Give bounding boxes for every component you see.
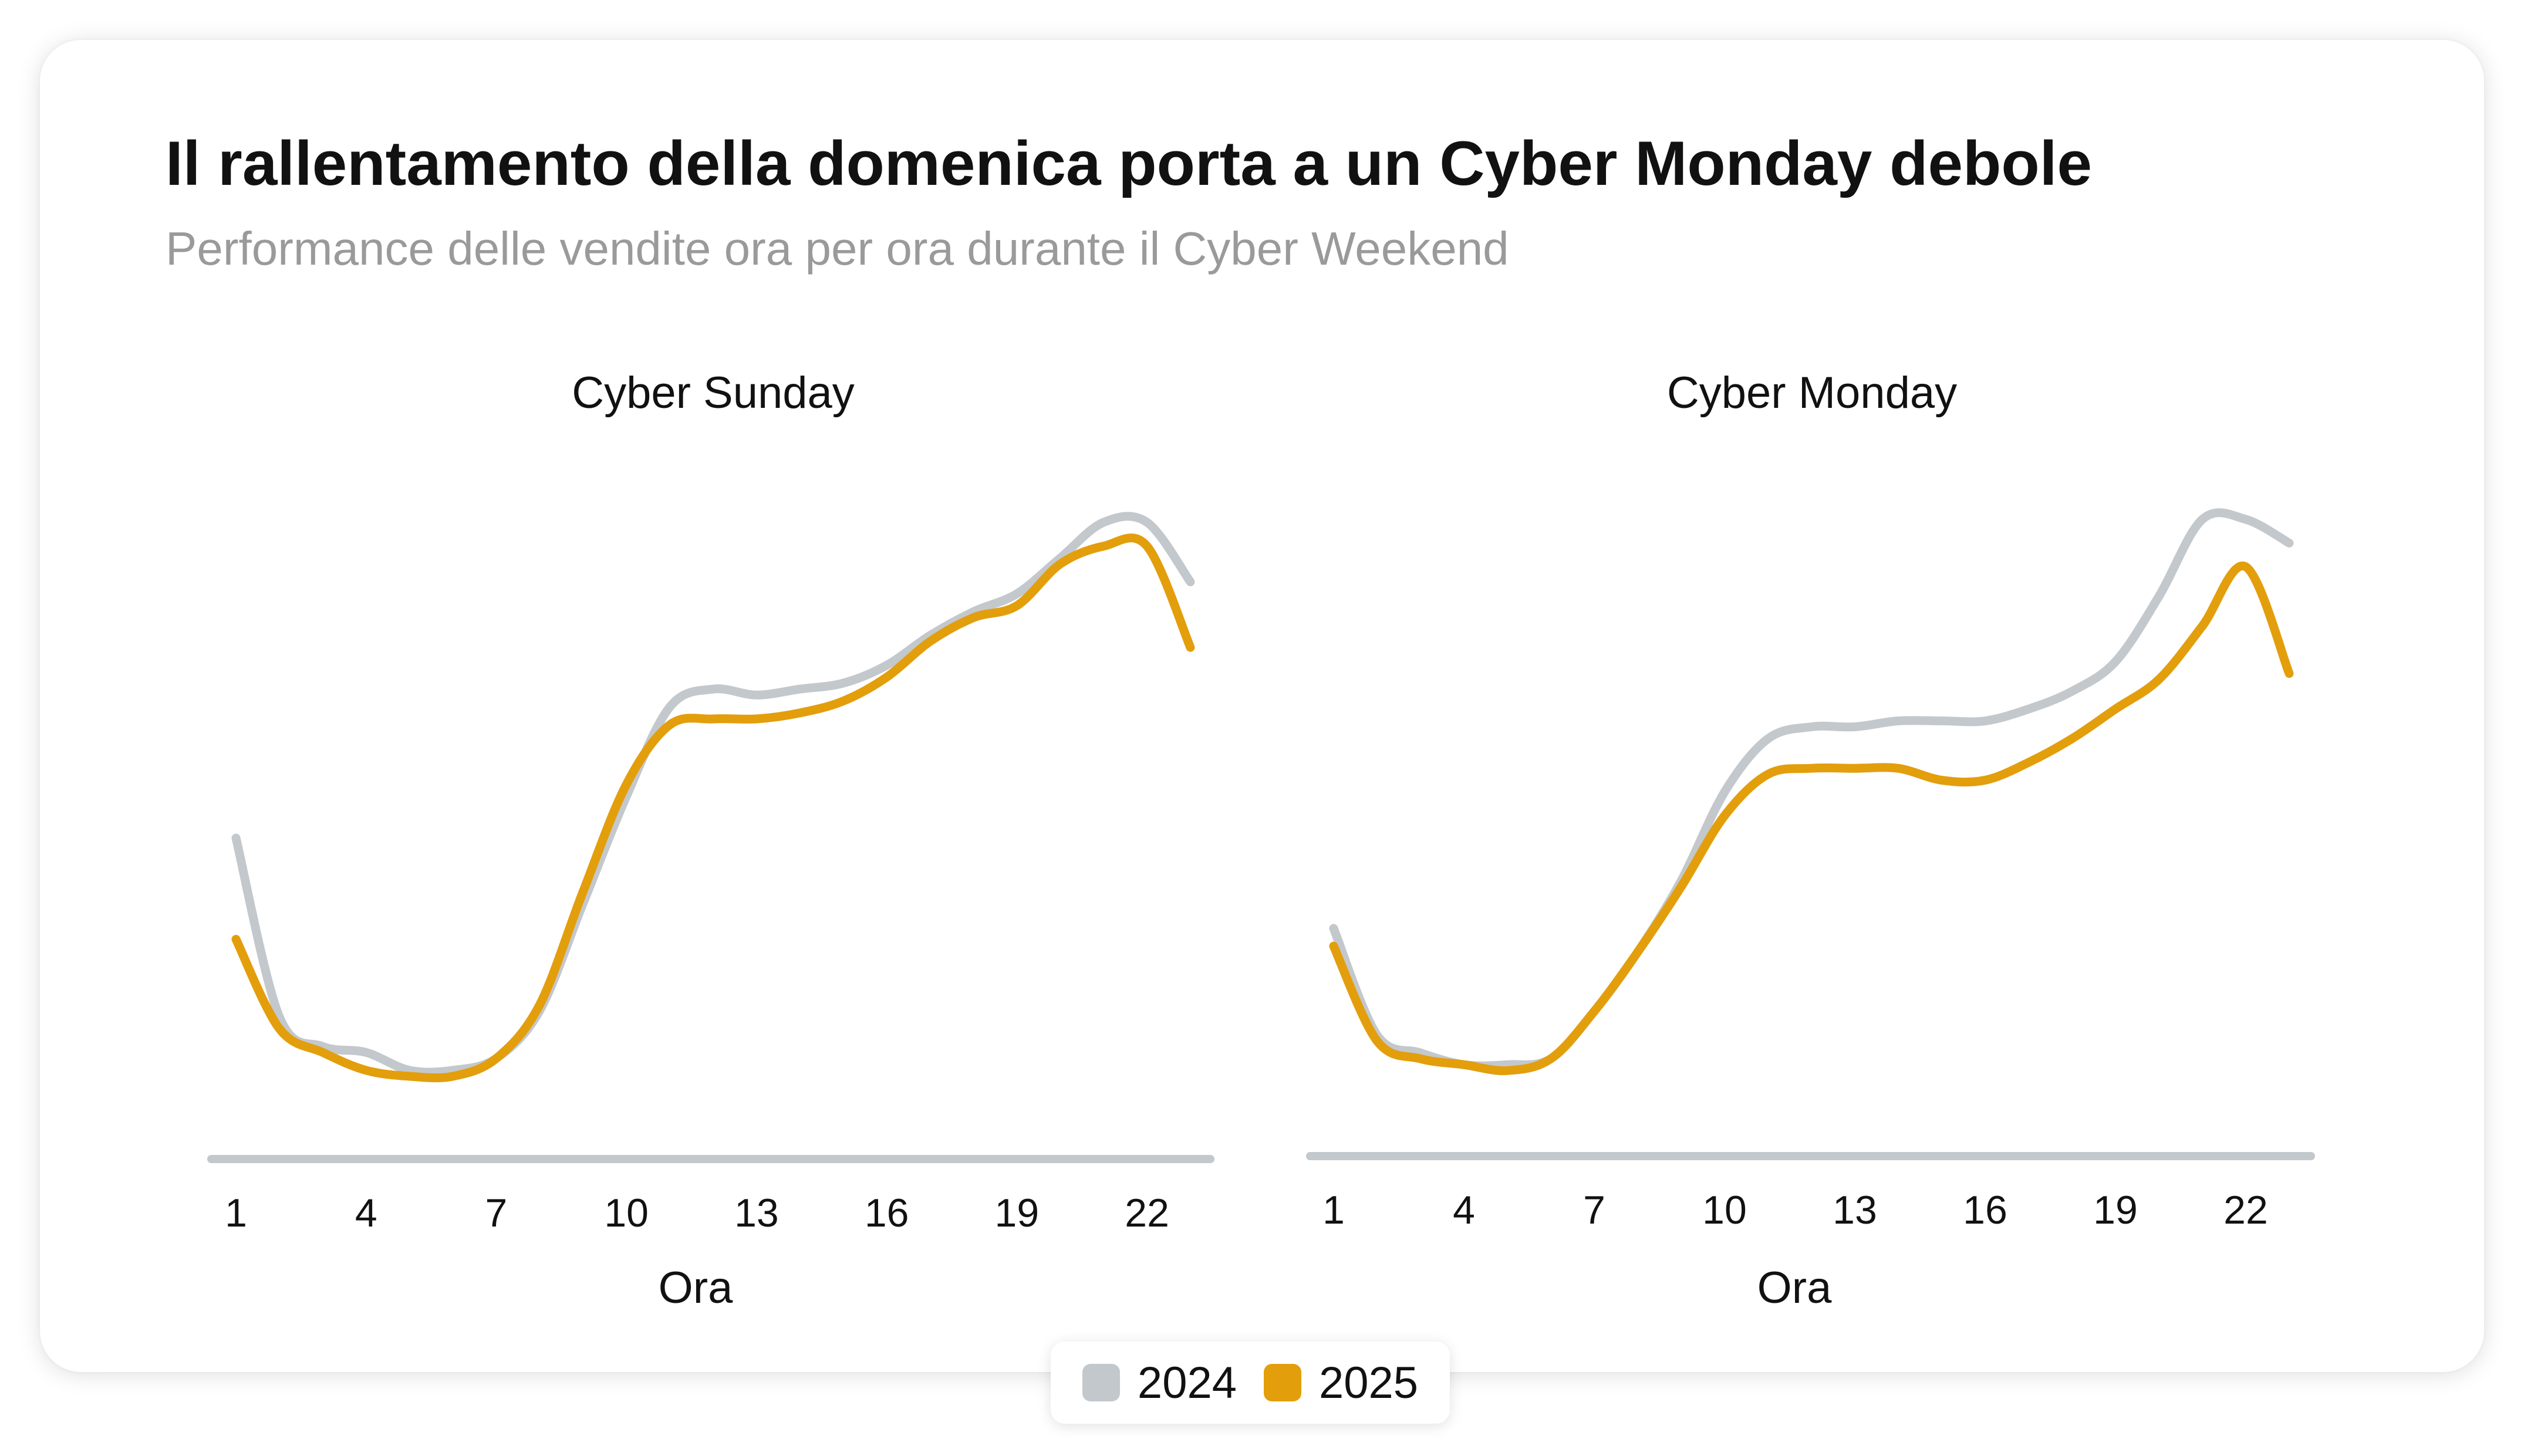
- x-tick-label: 22: [1125, 1191, 1169, 1235]
- chart-subtitle: Performance delle vendite ora per ora du…: [166, 222, 1509, 275]
- chart-panel-cyber-sunday: Cyber Sunday 1 4 7 10 13 16 19 22 Ora: [207, 368, 1214, 1313]
- x-tick-label: 7: [1583, 1188, 1605, 1232]
- series-line-2024-cyber-sunday: [231, 512, 1195, 1077]
- x-tick-label: 1: [1322, 1188, 1345, 1232]
- series-line-2025-cyber-monday: [1329, 562, 2294, 1076]
- chart-title: Il rallentamento della domenica porta a …: [166, 128, 2092, 198]
- x-tick-label: 10: [1702, 1188, 1747, 1232]
- x-tick-label: 22: [2223, 1188, 2268, 1232]
- x-tick-label: 13: [1833, 1188, 1877, 1232]
- x-tick-label: 16: [1963, 1188, 2007, 1232]
- legend-label-2025: 2025: [1319, 1357, 1419, 1408]
- x-tick-label: 4: [1453, 1188, 1475, 1232]
- x-tick-label: 19: [2093, 1188, 2138, 1232]
- x-tick-label: 7: [485, 1191, 508, 1235]
- series-line-2025-cyber-sunday: [231, 533, 1195, 1083]
- x-axis-title-cyber-monday: Ora: [1757, 1263, 1832, 1313]
- x-tick-label: 16: [865, 1191, 909, 1235]
- x-axis-title-cyber-sunday: Ora: [659, 1263, 733, 1313]
- chart-card: [40, 40, 2484, 1372]
- legend: 2024 2025: [1051, 1342, 1450, 1424]
- legend-item-2025: 2025: [1264, 1357, 1418, 1408]
- x-tick-label: 10: [604, 1191, 649, 1235]
- panel-title-cyber-sunday: Cyber Sunday: [572, 368, 855, 418]
- legend-swatch-2024: [1082, 1364, 1120, 1401]
- panel-title-cyber-monday: Cyber Monday: [1667, 368, 1957, 418]
- legend-swatch-2025: [1264, 1364, 1301, 1401]
- chart-panel-cyber-monday: Cyber Monday 1 4 7 10 13 16 19 22 Ora: [1306, 368, 2315, 1313]
- legend-item-2024: 2024: [1082, 1357, 1237, 1408]
- x-tick-label: 19: [995, 1191, 1040, 1235]
- x-tick-label: 4: [355, 1191, 377, 1235]
- x-tick-label: 1: [225, 1191, 247, 1235]
- legend-label-2024: 2024: [1137, 1357, 1237, 1408]
- x-tick-label: 13: [734, 1191, 779, 1235]
- series-line-2024-cyber-monday: [1329, 508, 2294, 1070]
